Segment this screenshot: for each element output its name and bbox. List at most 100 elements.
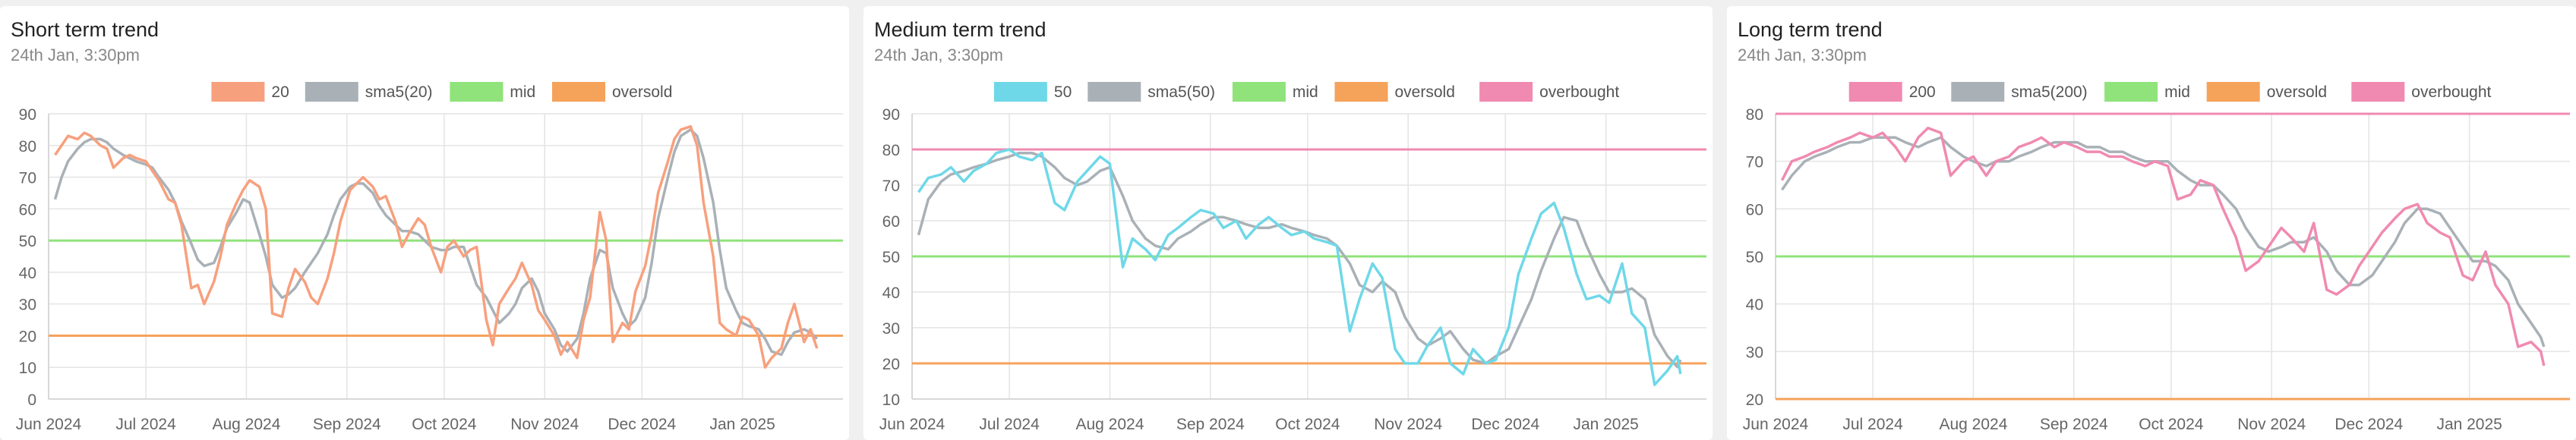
- y-tick-label: 50: [1746, 249, 1763, 266]
- y-tick-label: 50: [882, 249, 900, 266]
- legend-swatch: [2104, 82, 2158, 102]
- y-tick-label: 30: [19, 297, 36, 314]
- y-tick-label: 60: [882, 213, 900, 231]
- y-tick-label: 50: [19, 233, 36, 250]
- x-tick-label: Jul 2024: [115, 416, 176, 433]
- legend-item[interactable]: mid: [450, 82, 535, 102]
- legend-item[interactable]: overbought: [1479, 82, 1619, 102]
- x-tick-label: Aug 2024: [212, 416, 280, 433]
- x-tick-label: Sep 2024: [1176, 416, 1245, 433]
- y-tick-label: 70: [19, 170, 36, 187]
- legend-item[interactable]: 50: [993, 82, 1072, 102]
- x-tick-label: Jun 2024: [16, 416, 82, 433]
- legend-label: overbought: [2411, 83, 2491, 101]
- y-tick-label: 70: [882, 178, 900, 195]
- legend-swatch: [2206, 82, 2260, 102]
- legend-label: mid: [2164, 83, 2190, 101]
- y-tick-label: 30: [1746, 344, 1763, 361]
- y-tick-label: 90: [19, 106, 36, 124]
- legend-item[interactable]: oversold: [1334, 82, 1455, 102]
- panel-timestamp: 24th Jan, 3:30pm: [11, 46, 140, 64]
- medium-term-trend-panel: Medium term trend 24th Jan, 3:30pm 10 20 3…: [863, 6, 1713, 440]
- trend-series-line: [54, 124, 819, 369]
- legend-swatch: [305, 82, 358, 102]
- trend-series-line: [1780, 127, 2546, 366]
- y-tick-label: 70: [1746, 154, 1763, 171]
- legend-item[interactable]: sma5(50): [1088, 82, 1215, 102]
- legend-label: oversold: [2267, 83, 2327, 101]
- panel-timestamp: 24th Jan, 3:30pm: [874, 46, 1004, 64]
- y-tick-label: 20: [19, 328, 36, 345]
- x-tick-label: Jan 2025: [709, 416, 775, 433]
- x-tick-label: Dec 2024: [608, 416, 676, 433]
- short-term-trend-panel: Short term trend 24th Jan, 3:30pm 0 10 20 3…: [0, 6, 849, 440]
- x-tick-label: Nov 2024: [510, 416, 579, 433]
- sma-series-line: [53, 128, 819, 357]
- legend-label: 50: [1054, 83, 1072, 101]
- x-tick-label: Jul 2024: [979, 416, 1040, 433]
- y-tick-label: 90: [882, 106, 900, 124]
- y-tick-label: 20: [882, 356, 900, 373]
- legend-label: mid: [1293, 83, 1318, 101]
- x-tick-label: Jul 2024: [1842, 416, 1903, 433]
- legend-item[interactable]: 20: [211, 82, 289, 102]
- y-tick-label: 40: [19, 265, 36, 282]
- x-tick-label: Dec 2024: [2334, 416, 2403, 433]
- legend-item[interactable]: 200: [1848, 82, 1936, 102]
- legend-swatch: [1088, 82, 1141, 102]
- long-term-trend-chart: 20 30 40 50 60 70 80 Jun 2024 Jul 2024 Aug 2024 Se…: [1743, 82, 2570, 433]
- legend-swatch: [2351, 82, 2405, 102]
- y-tick-label: 80: [19, 138, 36, 156]
- panel-title: Long term trend: [1738, 18, 1883, 41]
- y-tick-label: 10: [882, 391, 900, 409]
- x-tick-label: Aug 2024: [1075, 416, 1144, 433]
- medium-term-trend-chart: 10 20 30 40 50 60 70 80 90 Jun 2024 Jul 2024 Aug 20…: [879, 82, 1706, 433]
- legend-item[interactable]: oversold: [552, 82, 672, 102]
- legend-item[interactable]: oversold: [2206, 82, 2327, 102]
- legend-item[interactable]: overbought: [2351, 82, 2492, 102]
- x-tick-label: Jun 2024: [879, 416, 945, 433]
- x-tick-label: Nov 2024: [1374, 416, 1442, 433]
- x-tick-label: Sep 2024: [313, 416, 381, 433]
- y-tick-label: 60: [19, 201, 36, 218]
- sma-series-line: [1781, 136, 2546, 347]
- legend-swatch: [1479, 82, 1533, 102]
- legend-swatch: [993, 82, 1047, 102]
- x-tick-label: Oct 2024: [412, 416, 477, 433]
- legend-label: sma5(20): [365, 83, 433, 101]
- y-tick-label: 10: [19, 360, 36, 377]
- x-tick-label: Oct 2024: [1275, 416, 1340, 433]
- x-tick-label: Jan 2025: [1573, 416, 1638, 433]
- x-tick-label: Jan 2025: [2436, 416, 2502, 433]
- legend-label: overbought: [1539, 83, 1619, 101]
- legend-swatch: [450, 82, 504, 102]
- legend-label: sma5(50): [1148, 83, 1215, 101]
- legend-label: 200: [1909, 83, 1936, 101]
- panel-title: Short term trend: [11, 18, 159, 41]
- trend-series-line: [917, 148, 1682, 386]
- y-tick-label: 40: [882, 284, 900, 302]
- legend-label: sma5(200): [2011, 83, 2087, 101]
- panel-timestamp: 24th Jan, 3:30pm: [1738, 46, 1867, 64]
- legend-swatch: [1334, 82, 1388, 102]
- legend-swatch: [552, 82, 605, 102]
- legend-label: mid: [510, 83, 535, 101]
- short-term-trend-chart: 0 10 20 30 40 50 60 70 80 90 Jun 2024 Jul 2024 Aug 2…: [16, 82, 843, 433]
- x-tick-label: Dec 2024: [1471, 416, 1539, 433]
- x-tick-label: Sep 2024: [2040, 416, 2108, 433]
- legend-item[interactable]: sma5(200): [1951, 82, 2088, 102]
- panel-title: Medium term trend: [874, 18, 1046, 41]
- y-tick-label: 80: [882, 142, 900, 159]
- legend-item[interactable]: mid: [1232, 82, 1318, 102]
- y-tick-label: 20: [1746, 391, 1763, 409]
- y-tick-label: 40: [1746, 297, 1763, 314]
- x-tick-label: Aug 2024: [1939, 416, 2007, 433]
- legend-label: 20: [271, 83, 289, 101]
- y-tick-label: 0: [27, 391, 36, 409]
- legend-swatch: [1951, 82, 2005, 102]
- legend-label: oversold: [612, 83, 672, 101]
- legend-item[interactable]: sma5(20): [305, 82, 433, 102]
- y-tick-label: 30: [882, 320, 900, 338]
- x-tick-label: Oct 2024: [2139, 416, 2204, 433]
- legend-item[interactable]: mid: [2104, 82, 2190, 102]
